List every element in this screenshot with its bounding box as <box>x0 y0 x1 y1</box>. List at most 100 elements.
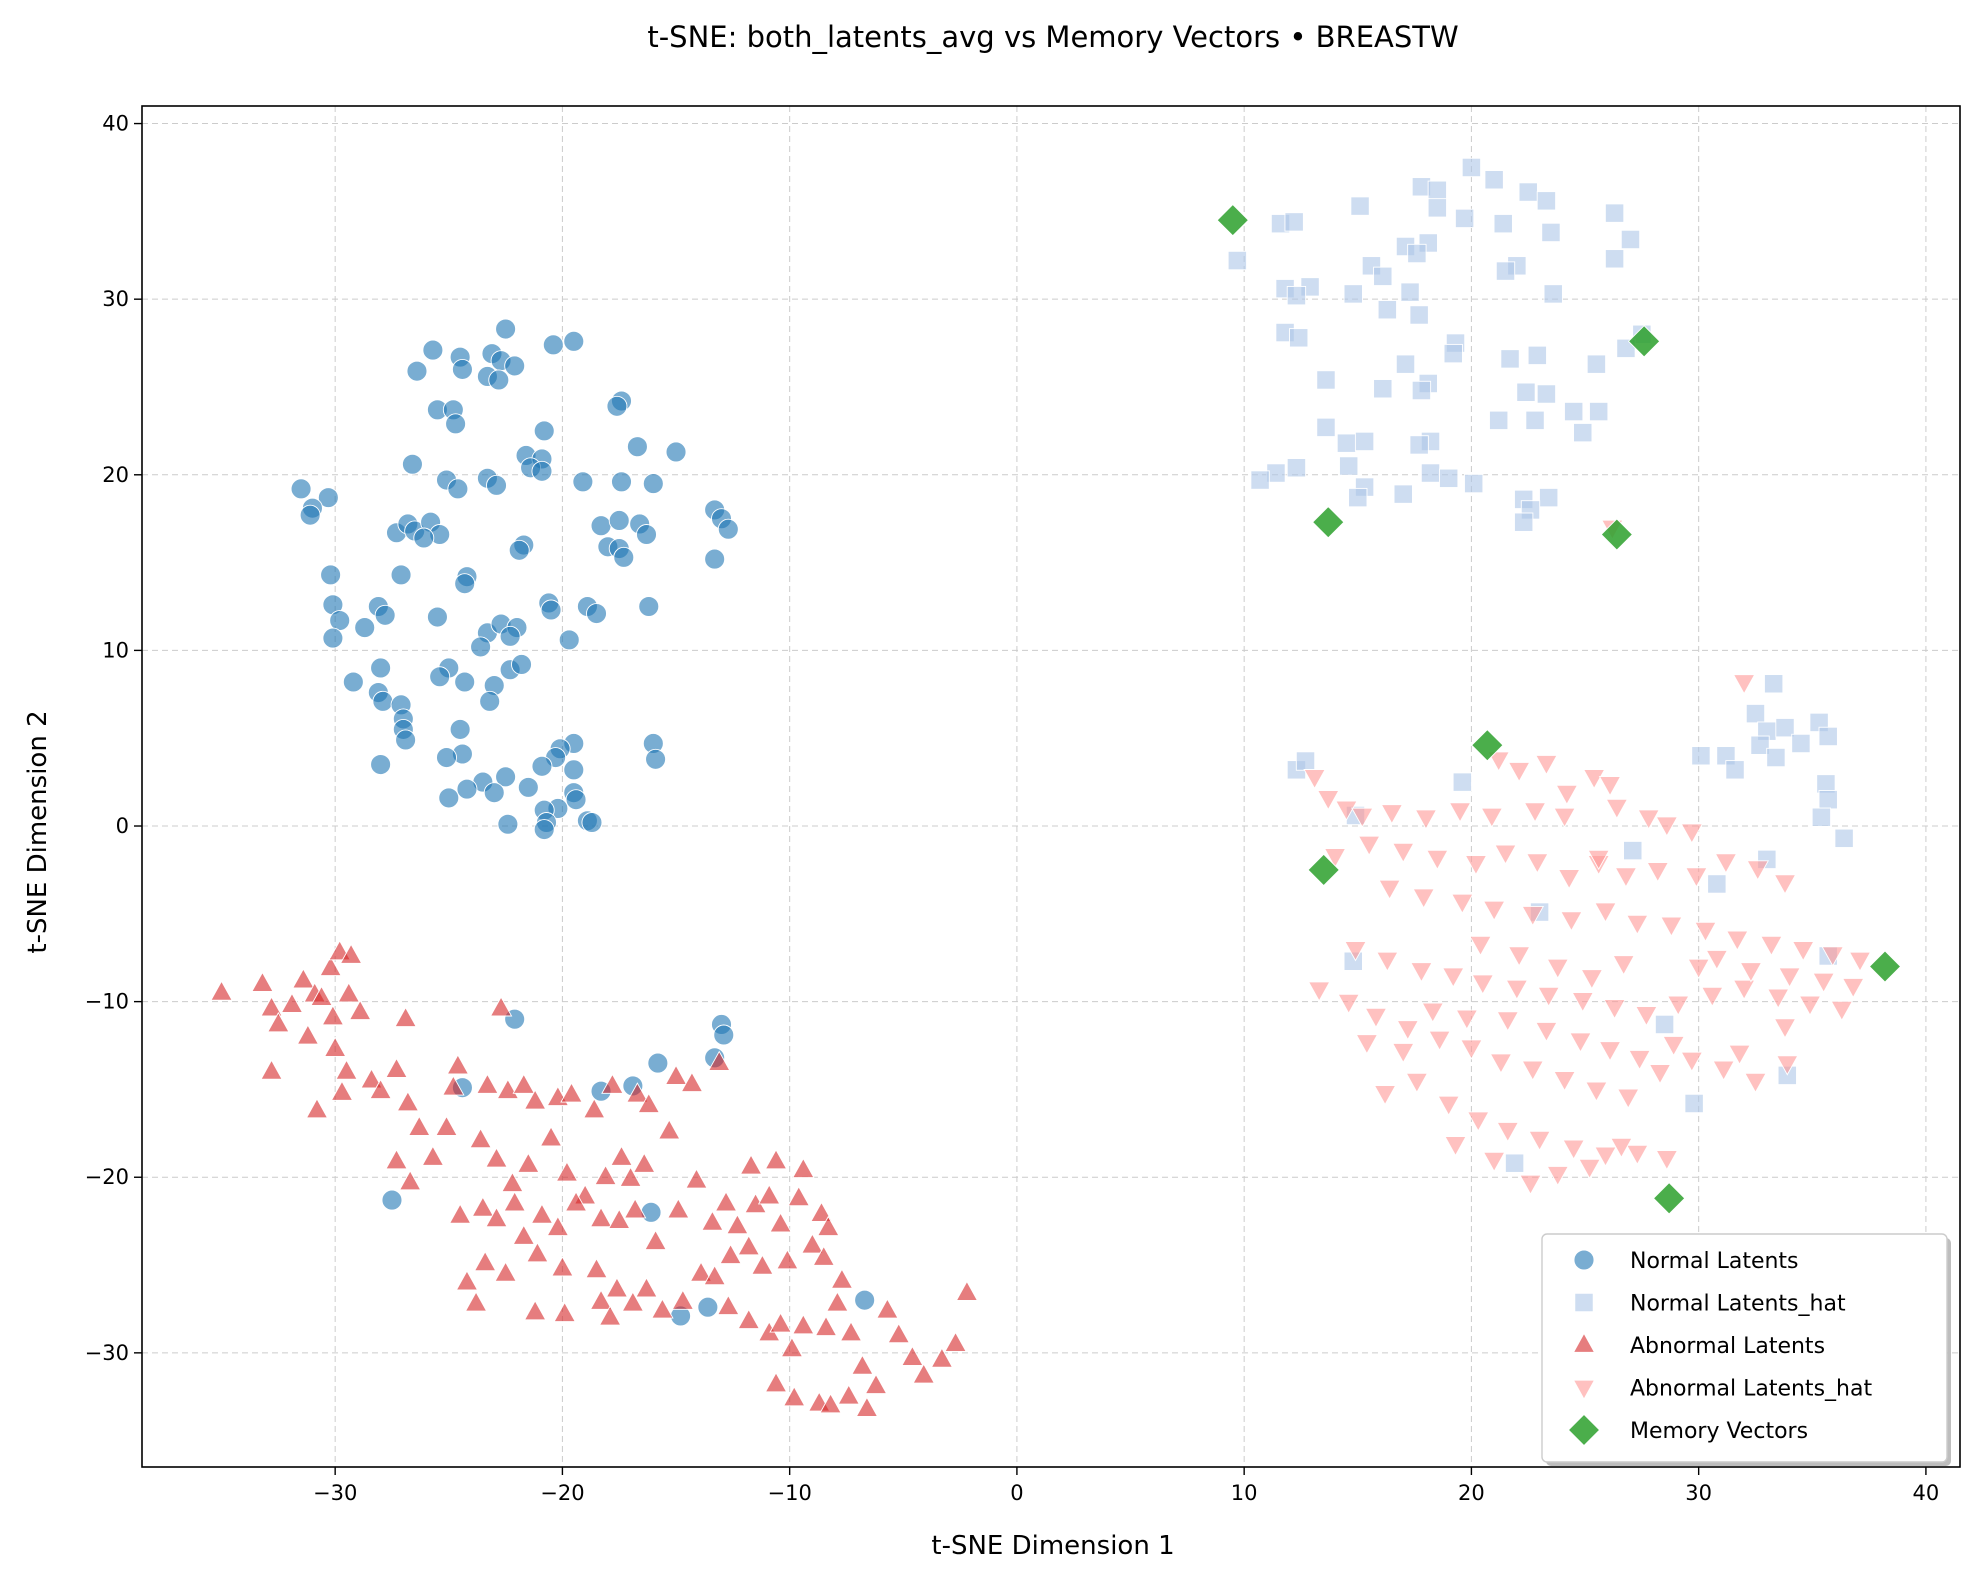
point-abnormal-latents-hat <box>1535 1021 1558 1043</box>
point-abnormal-latents-hat <box>1594 1146 1617 1167</box>
point-abnormal-latents-hat <box>1728 1044 1751 1066</box>
point-abnormal-latents <box>635 1277 658 1298</box>
point-normal-latents <box>495 766 517 788</box>
point-memory-vectors <box>1216 203 1250 237</box>
point-abnormal-latents <box>855 1396 879 1417</box>
point-abnormal-latents <box>435 1115 458 1136</box>
point-normal-latents <box>488 369 510 391</box>
point-abnormal-latents <box>446 1054 470 1075</box>
point-abnormal-latents <box>839 1321 863 1342</box>
point-abnormal-latents <box>930 1347 954 1368</box>
point-abnormal-latents <box>810 1201 833 1222</box>
point-abnormal-latents-hat <box>1812 972 1835 994</box>
legend-item: Abnormal Latents_hat <box>1572 1377 1872 1402</box>
point-abnormal-latents <box>292 968 315 989</box>
point-abnormal-latents <box>455 1270 479 1291</box>
point-normal-latents-hat <box>1589 401 1609 422</box>
point-abnormal-latents <box>701 1210 724 1231</box>
point-abnormal-latents <box>305 1098 329 1119</box>
point-memory-vectors <box>1600 518 1634 551</box>
point-abnormal-latents-hat <box>1580 969 1604 990</box>
point-abnormal-latents <box>944 1331 967 1352</box>
point-normal-latents <box>611 471 632 493</box>
point-abnormal-latents <box>321 1004 345 1026</box>
point-normal-latents-hat <box>1775 718 1795 738</box>
point-normal-latents <box>470 636 492 658</box>
point-normal-latents <box>608 509 630 531</box>
point-abnormal-latents <box>260 1059 283 1080</box>
legend-item: Normal Latents_hat <box>1574 1292 1846 1317</box>
point-abnormal-latents <box>523 1089 547 1110</box>
point-normal-latents <box>531 755 553 777</box>
point-normal-latents <box>713 1024 735 1046</box>
point-normal-latents-hat <box>1461 157 1482 178</box>
point-normal-latents <box>436 747 457 768</box>
point-normal-latents-hat <box>1289 328 1309 348</box>
point-normal-latents <box>590 515 612 537</box>
x-tick-label: 40 <box>1913 1481 1940 1505</box>
point-abnormal-latents <box>726 1213 749 1235</box>
series-memory-vectors <box>1216 203 1902 1215</box>
point-abnormal-latents-hat <box>1316 790 1340 811</box>
point-normal-latents <box>445 413 467 435</box>
point-abnormal-latents-hat <box>1776 1055 1799 1076</box>
point-normal-latents-hat <box>1750 735 1770 755</box>
x-tick-label: 30 <box>1685 1481 1712 1505</box>
point-normal-latents <box>581 812 603 833</box>
point-abnormal-latents-hat <box>1626 1144 1649 1166</box>
point-abnormal-latents <box>473 1250 497 1272</box>
x-tick-label: −30 <box>313 1481 357 1505</box>
point-normal-latents-hat <box>1250 470 1270 490</box>
point-abnormal-latents <box>319 955 342 977</box>
point-abnormal-latents-hat <box>1746 860 1770 881</box>
point-abnormal-latents-hat <box>1528 1130 1551 1152</box>
point-abnormal-latents <box>442 1075 465 1096</box>
point-abnormal-latents <box>619 1166 642 1187</box>
point-abnormal-latents-hat <box>1616 1088 1640 1109</box>
point-normal-latents-hat <box>1454 208 1475 229</box>
point-abnormal-latents <box>582 1098 606 1119</box>
point-abnormal-latents-hat <box>1466 1111 1490 1132</box>
point-normal-latents <box>511 653 532 675</box>
point-abnormal-latents <box>337 982 361 1003</box>
point-abnormal-latents <box>776 1249 799 1270</box>
point-normal-latents <box>381 1189 403 1211</box>
point-normal-latents <box>454 573 476 595</box>
point-normal-latents-hat <box>1495 261 1516 281</box>
point-abnormal-latents-hat <box>1744 1072 1767 1094</box>
point-normal-latents-hat <box>1493 214 1513 234</box>
point-abnormal-latents-hat <box>1610 1137 1633 1159</box>
point-abnormal-latents-hat <box>1546 958 1570 979</box>
point-abnormal-latents-hat <box>1685 867 1708 888</box>
point-abnormal-latents-hat <box>1760 935 1783 957</box>
point-abnormal-latents-hat <box>1582 769 1606 790</box>
point-abnormal-latents-hat <box>1448 802 1472 823</box>
point-abnormal-latents <box>680 1071 704 1092</box>
point-abnormal-latents <box>751 1254 774 1275</box>
point-abnormal-latents-hat <box>1662 1035 1685 1057</box>
point-normal-latents <box>508 539 530 561</box>
point-normal-latents-hat <box>1525 410 1545 430</box>
point-abnormal-latents <box>626 1082 649 1103</box>
point-abnormal-latents-hat <box>1553 807 1576 828</box>
point-normal-latents <box>426 606 448 628</box>
point-abnormal-latents <box>830 1268 854 1289</box>
point-abnormal-latents <box>955 1280 979 1301</box>
point-normal-latents <box>438 787 460 809</box>
point-abnormal-latents <box>546 1215 570 1236</box>
point-abnormal-latents <box>494 1261 517 1282</box>
point-abnormal-latents-hat <box>1705 949 1729 971</box>
point-normal-latents <box>533 420 555 442</box>
point-normal-latents <box>329 610 351 631</box>
point-abnormal-latents <box>385 1057 408 1078</box>
point-abnormal-latents-hat <box>1412 888 1435 909</box>
point-abnormal-latents-hat <box>1335 800 1358 821</box>
point-abnormal-latents <box>260 996 283 1017</box>
point-abnormal-latents <box>330 1080 354 1101</box>
point-normal-latents <box>606 395 628 417</box>
point-normal-latents-hat <box>1316 417 1336 438</box>
y-tick-label: 0 <box>116 814 129 838</box>
point-normal-latents-hat <box>1818 726 1838 747</box>
point-abnormal-latents-hat <box>1496 1011 1520 1032</box>
